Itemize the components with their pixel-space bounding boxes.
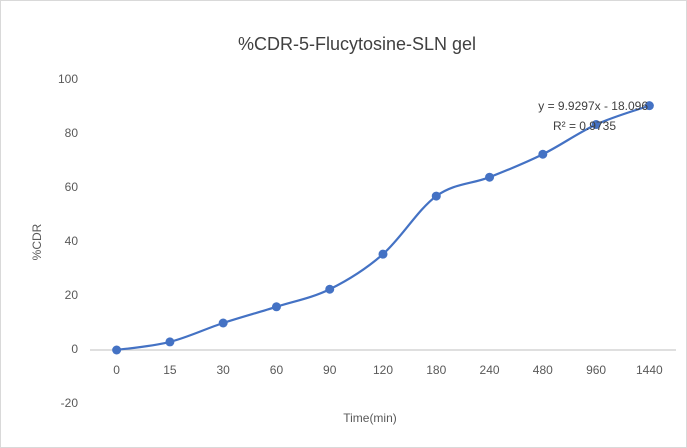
point bbox=[538, 149, 548, 159]
point bbox=[485, 172, 495, 182]
point bbox=[218, 318, 228, 328]
point bbox=[112, 345, 122, 355]
point bbox=[431, 191, 441, 201]
point bbox=[271, 302, 281, 312]
x-tick-label: 60 bbox=[270, 363, 284, 377]
y-axis-label: %CDR bbox=[30, 223, 44, 260]
chart-title: %CDR-5-Flucytosine-SLN gel bbox=[238, 34, 476, 54]
x-axis-label: Time(min) bbox=[343, 411, 397, 425]
point bbox=[644, 101, 654, 111]
x-tick-label: 15 bbox=[163, 363, 177, 377]
x-tick-label: 90 bbox=[323, 363, 337, 377]
x-tick-label: 480 bbox=[533, 363, 553, 377]
x-tick-label: 180 bbox=[426, 363, 446, 377]
x-tick-label: 30 bbox=[217, 363, 231, 377]
x-tick-label: 1440 bbox=[636, 363, 663, 377]
point bbox=[591, 120, 601, 130]
y-tick-label: 20 bbox=[65, 288, 79, 302]
x-tick-label: 120 bbox=[373, 363, 393, 377]
y-tick-label: 60 bbox=[65, 180, 79, 194]
x-tick-label: 0 bbox=[113, 363, 120, 377]
point bbox=[325, 284, 335, 294]
x-tick-label: 240 bbox=[480, 363, 500, 377]
y-tick-label: -20 bbox=[61, 396, 79, 410]
y-tick-label: 0 bbox=[71, 342, 78, 356]
y-tick-label: 80 bbox=[65, 126, 79, 140]
x-tick-label: 960 bbox=[586, 363, 606, 377]
y-tick-label: 100 bbox=[58, 72, 78, 86]
point bbox=[165, 337, 175, 347]
y-tick-label: 40 bbox=[65, 234, 79, 248]
r-squared: R² = 0.9735 bbox=[553, 119, 616, 133]
trendline-equation: y = 9.9297x - 18.096 bbox=[538, 99, 648, 113]
point bbox=[378, 249, 388, 259]
